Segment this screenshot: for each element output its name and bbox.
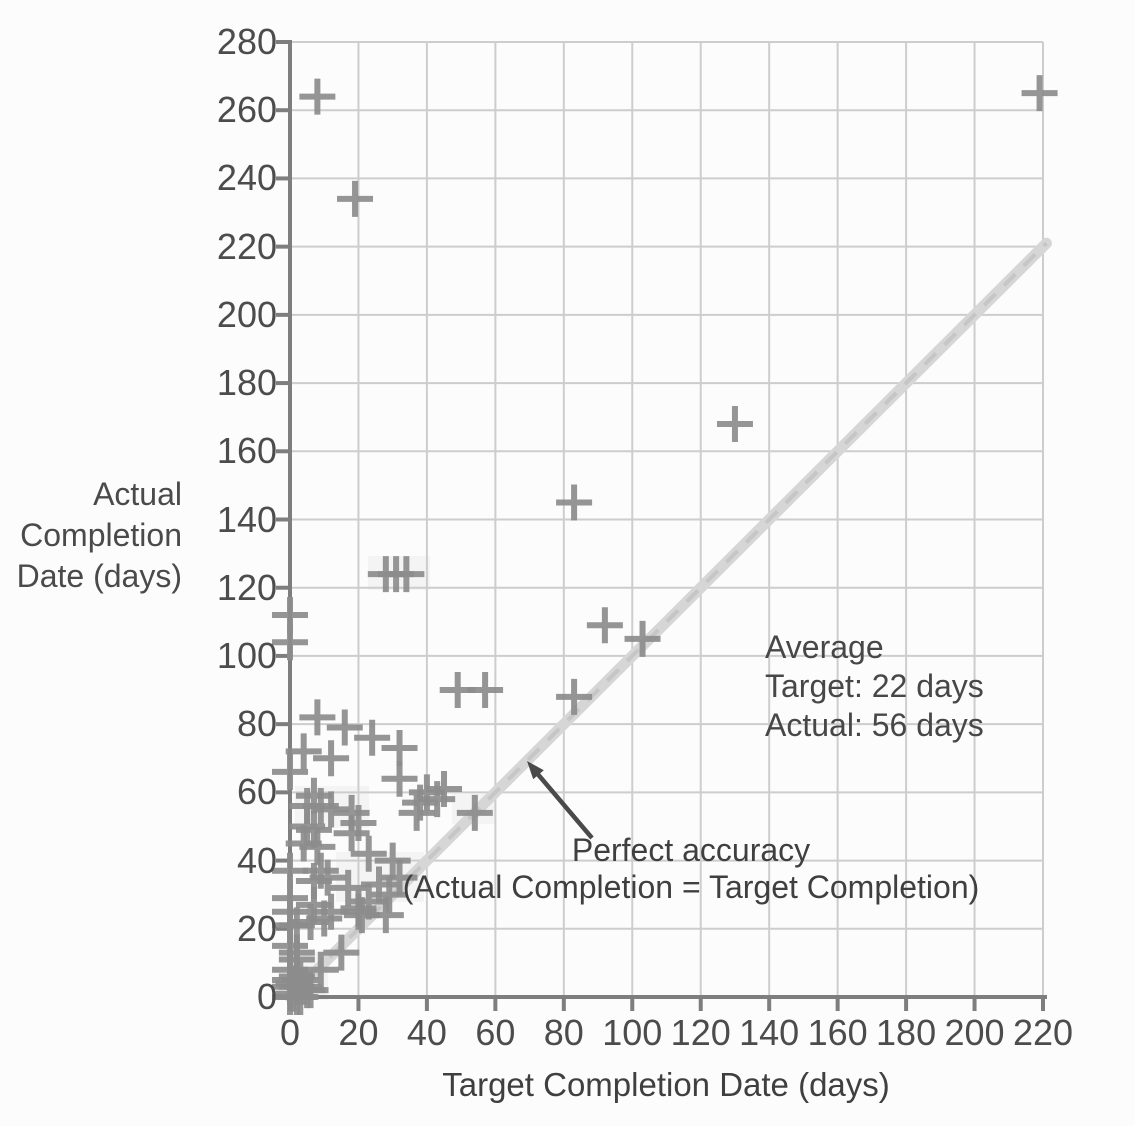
data-point-marker <box>272 624 308 661</box>
data-point-marker <box>299 78 336 115</box>
y-tick-label: 180 <box>216 362 277 404</box>
y-tick-label: 160 <box>216 430 277 472</box>
y-tick-label: 80 <box>236 703 277 745</box>
data-point-marker <box>556 484 593 521</box>
data-point-marker <box>419 781 456 818</box>
data-point-marker <box>313 791 350 828</box>
x-tick-label: 40 <box>406 1012 447 1053</box>
average-annotation: Average Target: 22 days Actual: 56 days <box>765 628 984 745</box>
perfect-accuracy-label: Perfect accuracy <box>571 832 811 868</box>
data-point-marker <box>302 951 339 988</box>
y-tick-label: 120 <box>216 566 277 608</box>
data-point-marker <box>381 760 418 797</box>
data-point-marker <box>323 934 360 971</box>
data-point-marker <box>398 794 435 831</box>
data-point-marker <box>278 979 315 1015</box>
data-point-marker <box>350 835 387 872</box>
perfect-accuracy-sublabel: (Actual Completion = Target Completion) <box>402 869 980 905</box>
data-point-marker <box>354 719 391 756</box>
average-annotation-heading: Average <box>765 629 884 665</box>
annotation-arrow-head <box>527 761 544 780</box>
x-tick-label: 180 <box>876 1012 937 1053</box>
data-point-marker <box>285 733 322 770</box>
reference-line-texture <box>288 241 1048 999</box>
data-point-marker <box>272 753 308 790</box>
y-axis-title-line: Actual <box>93 476 182 512</box>
y-tick-label: 140 <box>216 498 277 540</box>
x-tick-label: 80 <box>543 1012 584 1053</box>
x-tick-label: 60 <box>475 1012 516 1053</box>
y-axis-title-line: Date (days) <box>16 558 182 594</box>
x-tick-label: 20 <box>338 1012 379 1053</box>
data-point-marker <box>374 842 411 879</box>
data-point-marker <box>381 730 418 767</box>
y-tick-label: 200 <box>216 293 277 335</box>
average-target-value: Target: 22 days <box>765 668 984 704</box>
data-point-marker <box>330 869 367 906</box>
y-tick-label: 40 <box>236 839 277 881</box>
data-point-marker <box>289 808 326 845</box>
y-tick-label: 100 <box>216 634 277 676</box>
data-point-marker <box>340 893 377 930</box>
data-point-marker <box>388 556 425 593</box>
data-point-marker <box>456 794 493 831</box>
data-point-marker <box>1021 75 1058 112</box>
data-point-marker <box>326 709 363 746</box>
data-point-marker <box>272 961 308 998</box>
data-point-marker <box>467 672 504 709</box>
data-point-marker <box>716 406 753 442</box>
x-tick-label: 140 <box>739 1012 800 1053</box>
y-axis-title: Actual Completion Date (days) <box>0 474 182 597</box>
x-tick-label: 0 <box>279 1012 301 1053</box>
data-point-marker <box>337 180 374 217</box>
y-tick-label: 60 <box>236 771 277 813</box>
data-point-marker <box>299 699 336 736</box>
x-tick-label: 120 <box>670 1012 731 1053</box>
data-point-marker <box>556 678 593 715</box>
y-tick-label: 260 <box>216 89 277 131</box>
data-point-marker <box>313 740 350 777</box>
x-axis-title: Target Completion Date (days) <box>442 1066 890 1103</box>
x-tick-label: 160 <box>807 1012 868 1053</box>
y-tick-label: 20 <box>236 907 277 949</box>
x-tick-label: 220 <box>1012 1012 1074 1053</box>
y-tick-label: 240 <box>216 157 277 199</box>
data-point-marker <box>343 897 380 934</box>
y-tick-label: 0 <box>256 976 277 1017</box>
x-tick-label: 200 <box>944 1012 1005 1053</box>
data-point-marker <box>371 876 408 913</box>
y-tick-label: 280 <box>216 21 277 62</box>
data-point-marker <box>299 828 336 865</box>
y-axis-title-line: Completion <box>20 517 182 553</box>
x-tick-label: 100 <box>602 1012 663 1053</box>
annotation-arrow <box>534 770 594 840</box>
data-point-marker <box>624 620 661 657</box>
average-actual-value: Actual: 56 days <box>765 707 984 743</box>
data-point-marker <box>333 815 370 852</box>
y-tick-label: 220 <box>216 225 277 267</box>
data-point-marker <box>586 607 623 644</box>
